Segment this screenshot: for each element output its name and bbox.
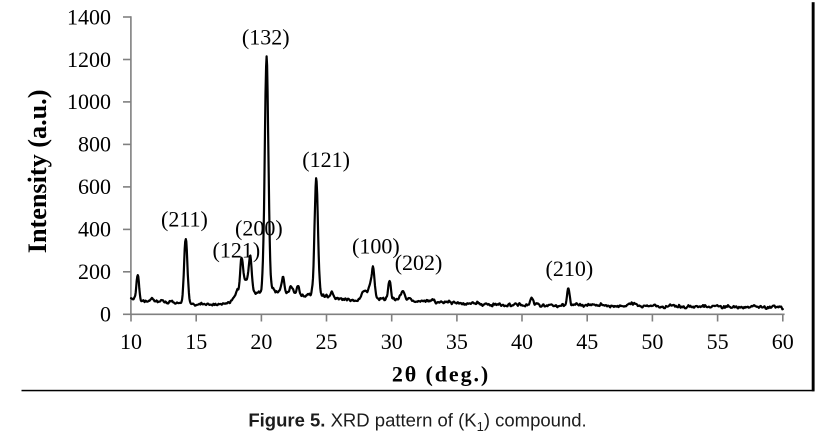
svg-text:2θ (deg.): 2θ (deg.) — [392, 362, 490, 387]
svg-text:15: 15 — [185, 329, 207, 354]
svg-text:25: 25 — [316, 329, 338, 354]
svg-text:(210): (210) — [546, 256, 594, 281]
svg-text:(200): (200) — [235, 216, 283, 241]
svg-text:35: 35 — [446, 329, 468, 354]
svg-text:600: 600 — [78, 174, 111, 199]
svg-text:45: 45 — [576, 329, 598, 354]
svg-text:Intensity (a.u.): Intensity (a.u.) — [23, 90, 52, 254]
svg-text:Figure 5. XRD pattern of (K1): Figure 5. XRD pattern of (K1) compound. — [248, 410, 586, 435]
svg-text:(100): (100) — [352, 234, 400, 259]
svg-text:(211): (211) — [161, 207, 208, 232]
svg-text:200: 200 — [78, 259, 111, 284]
svg-text:40: 40 — [511, 329, 533, 354]
svg-text:(202): (202) — [395, 250, 443, 275]
svg-text:0: 0 — [100, 302, 111, 327]
svg-text:(121): (121) — [213, 238, 261, 263]
svg-text:20: 20 — [250, 329, 272, 354]
svg-text:10: 10 — [120, 329, 142, 354]
svg-text:1000: 1000 — [67, 89, 111, 114]
svg-text:30: 30 — [381, 329, 403, 354]
svg-text:400: 400 — [78, 217, 111, 242]
svg-text:1200: 1200 — [67, 47, 111, 72]
svg-text:(121): (121) — [302, 147, 350, 172]
svg-text:(132): (132) — [242, 25, 290, 50]
svg-text:50: 50 — [641, 329, 663, 354]
svg-text:55: 55 — [707, 329, 729, 354]
svg-text:1400: 1400 — [67, 4, 111, 29]
svg-text:800: 800 — [78, 132, 111, 157]
svg-text:60: 60 — [772, 329, 794, 354]
